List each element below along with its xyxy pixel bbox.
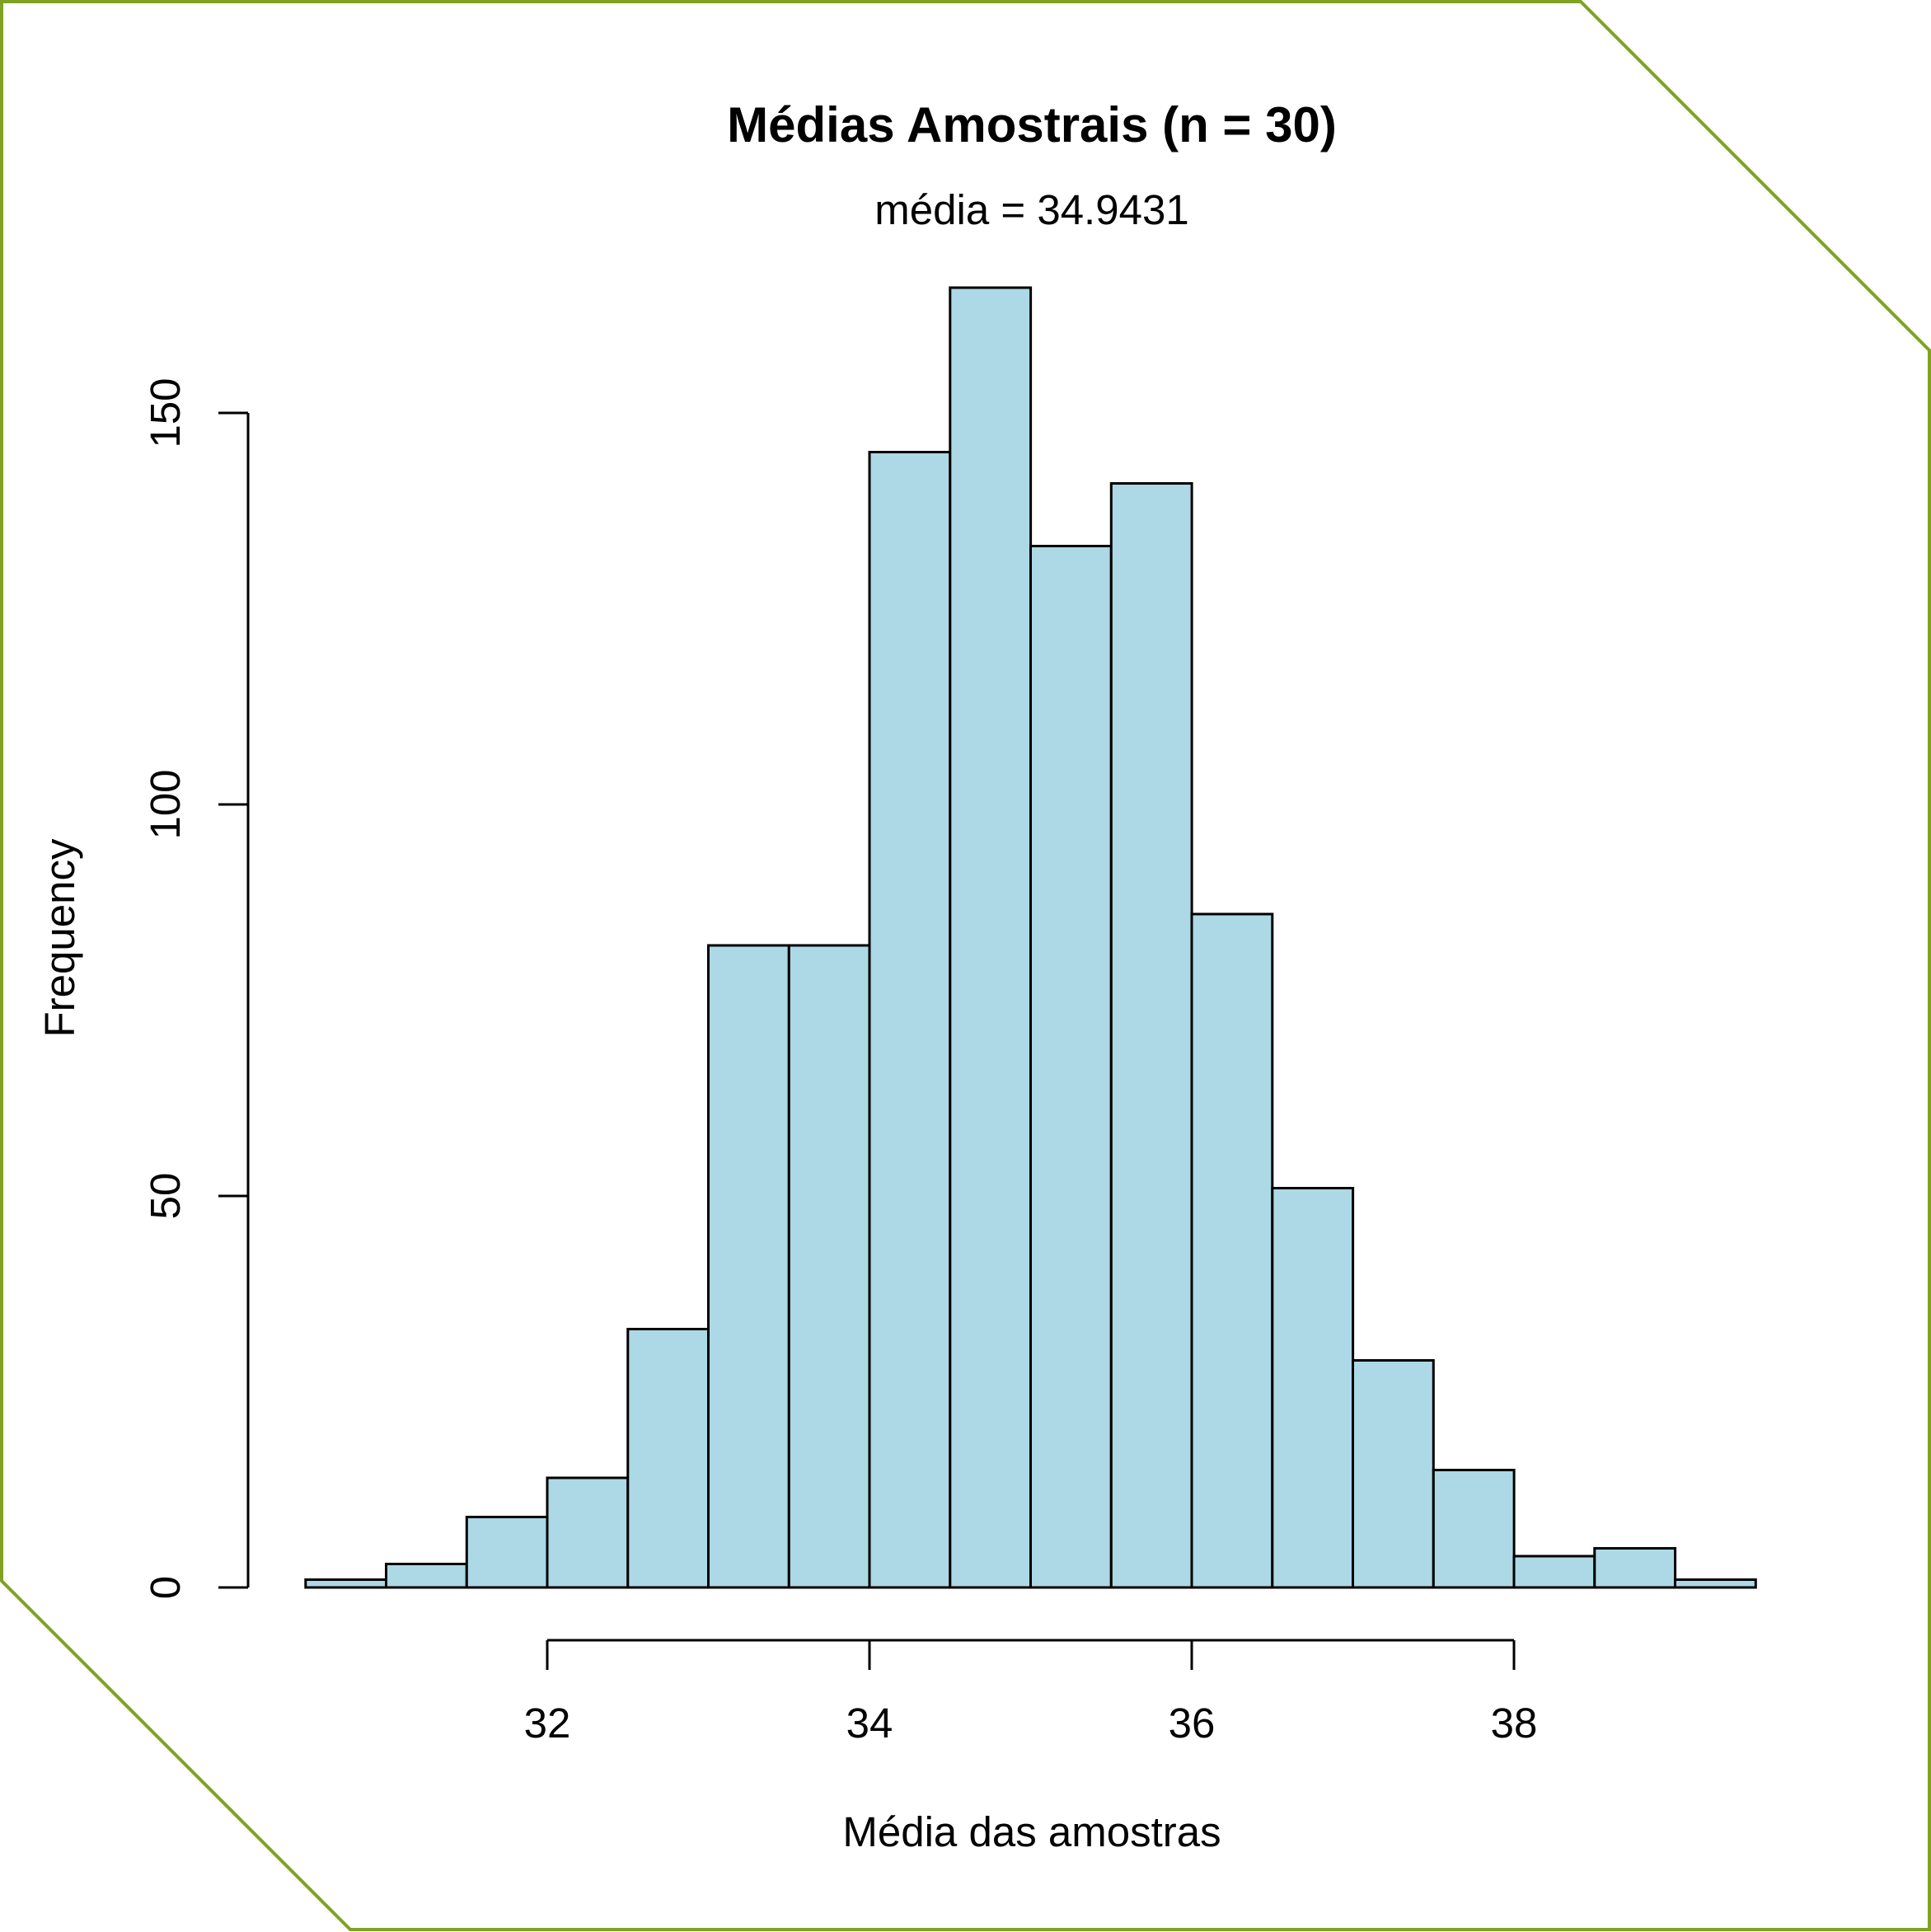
chart-subtitle: média = 34.9431 [874,186,1188,233]
x-axis-title: Média das amostras [842,1808,1221,1855]
histogram-bar [1029,545,1113,1589]
tick-label: 38 [1491,1700,1538,1747]
histogram-bar [304,1578,388,1589]
histogram-bars [304,286,1757,1589]
tick-label: 50 [142,1173,189,1220]
tick-label: 100 [142,769,189,839]
histogram-bar [1190,912,1274,1589]
histogram-bar [1352,1359,1435,1589]
tick-label: 150 [142,377,189,448]
histogram-bar [707,944,790,1589]
y-axis: 0 50 100 150 [142,377,250,1599]
tick-label: 34 [846,1700,893,1747]
chart-title: Médias Amostrais (n = 30) [727,97,1337,152]
tick-label: 32 [524,1700,571,1747]
tick-label: 0 [142,1576,189,1599]
histogram-bar [868,451,952,1589]
histogram-bar [385,1563,468,1589]
histogram-bar [1109,482,1193,1589]
histogram-bar [949,286,1033,1589]
histogram-bar [1512,1555,1596,1589]
histogram-bar [1593,1547,1677,1589]
histogram-bar [546,1476,630,1589]
histogram-bar [465,1516,549,1589]
y-axis-title: Frequency [36,838,83,1037]
histogram-bar [626,1328,710,1589]
histogram-bar [787,944,871,1589]
histogram-bar [1432,1469,1516,1589]
x-axis: 32 34 36 38 [524,1639,1538,1747]
tick-label: 36 [1169,1700,1216,1747]
histogram-bar [1271,1187,1355,1589]
histogram-bar [1674,1578,1757,1589]
